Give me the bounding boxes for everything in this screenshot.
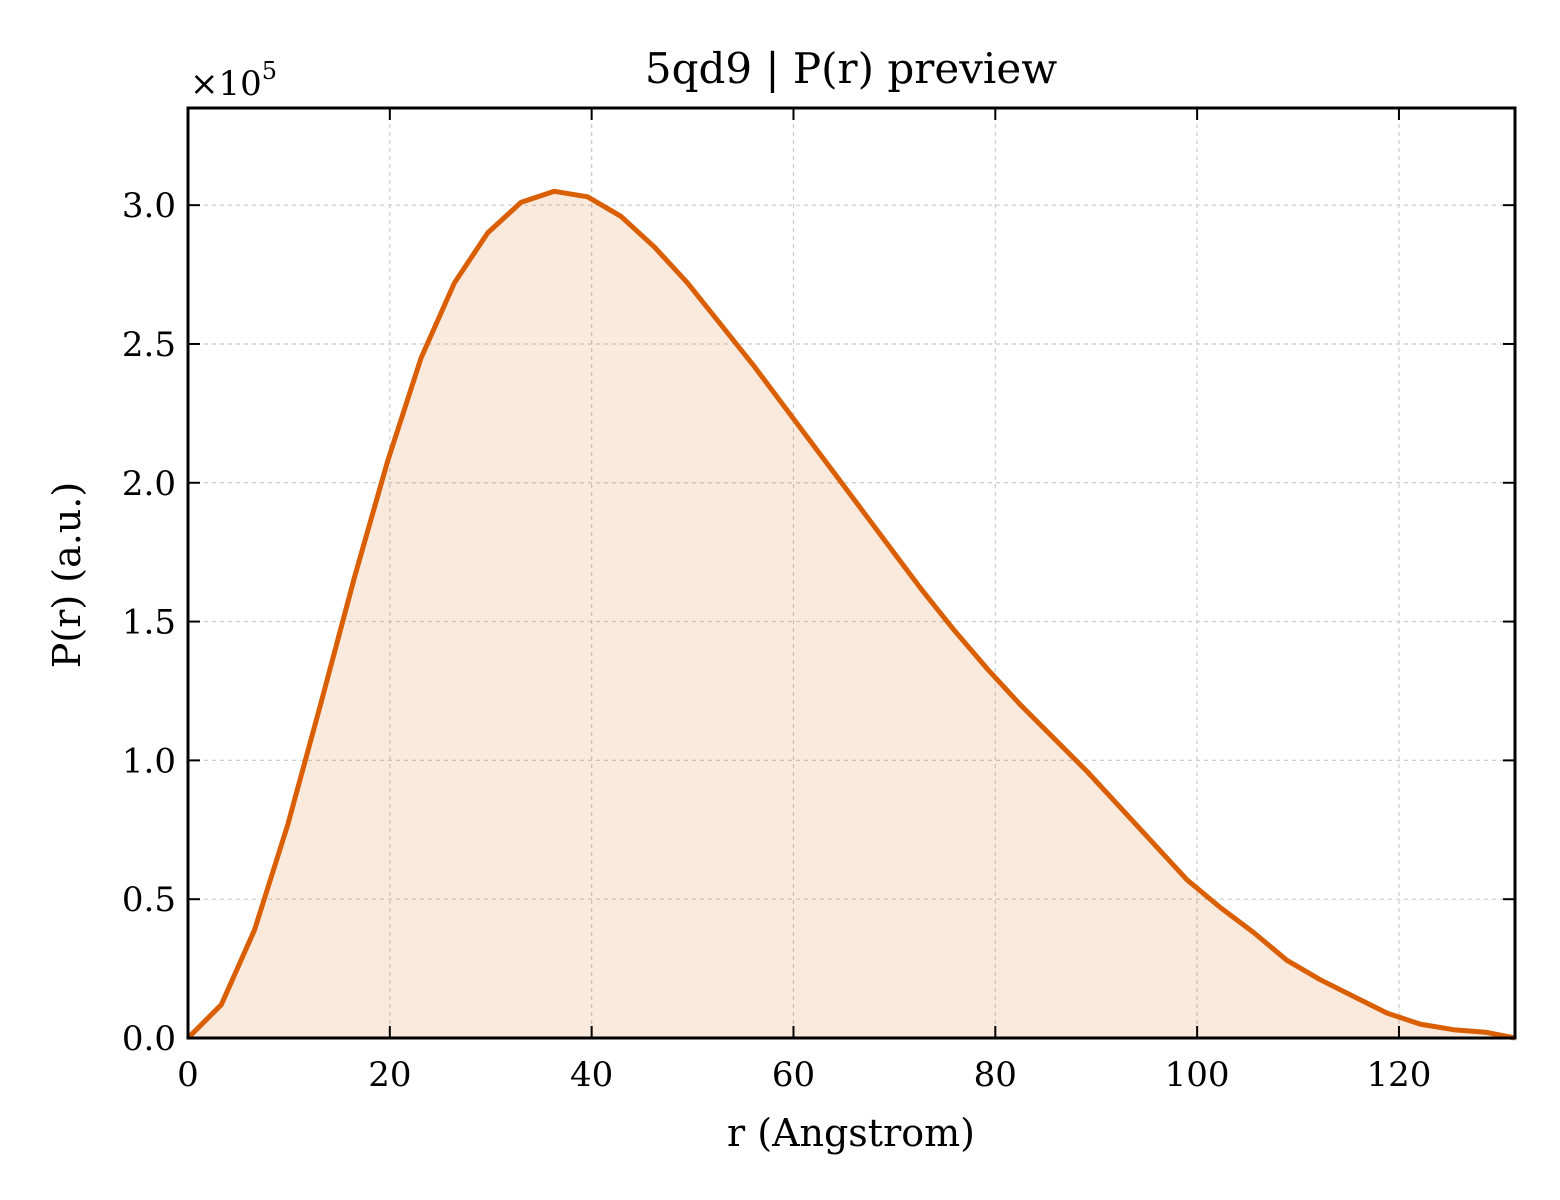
y-scale-offset: ×105 [190, 57, 277, 104]
y-tick-label: 2.0 [122, 464, 176, 504]
x-tick-label: 40 [570, 1055, 613, 1095]
y-tick-label: 2.5 [122, 325, 176, 365]
pr-area-fill [188, 191, 1515, 1039]
x-tick-label: 60 [772, 1055, 815, 1095]
y-scale-base: ×10 [190, 64, 262, 104]
x-tick-label: 100 [1165, 1055, 1230, 1095]
x-tick-label: 80 [974, 1055, 1017, 1095]
x-axis-title: r (Angstrom) [727, 1111, 975, 1155]
y-tick-label: 0.0 [122, 1019, 176, 1059]
y-tick-label: 1.5 [122, 603, 176, 643]
y-tick-label: 0.5 [122, 880, 176, 920]
y-scale-exponent: 5 [262, 57, 277, 85]
y-tick-label: 3.0 [122, 186, 176, 226]
y-tick-label: 1.0 [122, 741, 176, 781]
x-tick-label: 120 [1366, 1055, 1431, 1095]
y-axis-title: P(r) (a.u.) [45, 482, 89, 668]
chart-title: 5qd9 | P(r) preview [645, 44, 1057, 93]
x-tick-label: 0 [177, 1055, 199, 1095]
pr-series-line [186, 188, 1516, 1041]
plot-frame [186, 106, 1517, 1040]
axis-ticks: 0 20 40 60 80 100 120 0.0 0.5 1.0 1.5 2.0 2.5 3.0 [122, 108, 1515, 1095]
grid-lines [188, 108, 1515, 1038]
x-tick-label: 20 [368, 1055, 411, 1095]
